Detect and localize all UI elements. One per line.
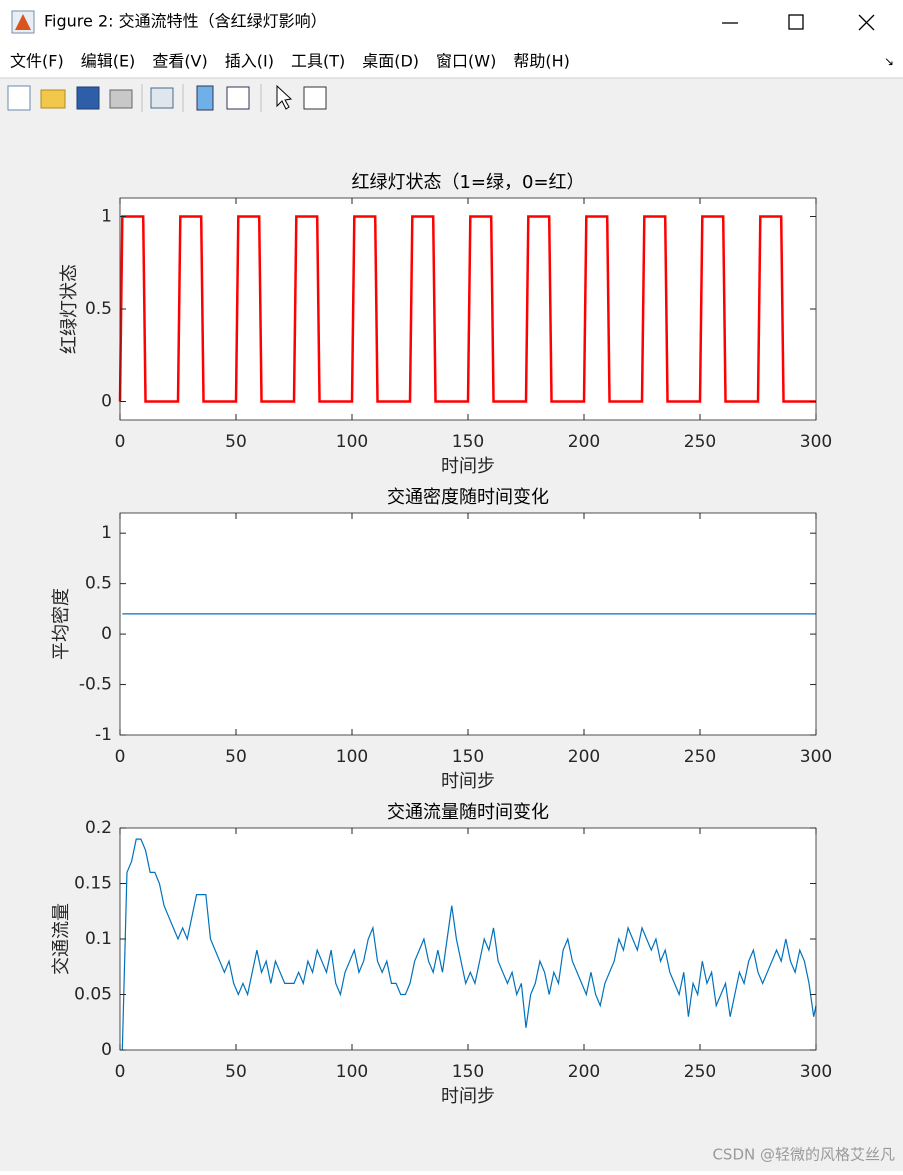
x-tick-label: 250 [684,747,716,767]
x-tick-label: 100 [336,432,368,452]
menu-item[interactable]: 桌面(D) [362,52,419,71]
x-tick-label: 50 [225,1062,247,1082]
x-tick-label: 150 [452,432,484,452]
menu-item[interactable]: 文件(F) [10,52,64,71]
x-tick-label: 300 [800,747,832,767]
x-tick-label: 100 [336,747,368,767]
chart-title: 交通密度随时间变化 [387,487,549,508]
x-tick-label: 0 [115,747,126,767]
menu-item[interactable]: 工具(T) [291,52,345,71]
maximize-button[interactable] [788,14,804,30]
legend-icon[interactable] [226,86,250,110]
colorbar-icon[interactable] [196,85,214,111]
window-title: Figure 2: 交通流特性（含红绿灯影响） [44,12,327,31]
title-bar [0,0,903,44]
axes-background [120,513,816,735]
y-tick-label: 1 [101,207,112,227]
x-tick-label: 0 [115,1062,126,1082]
app-icon [11,10,35,34]
chart-title: 红绿灯状态（1=绿，0=红） [351,172,584,193]
y-axis-label: 平均密度 [51,588,72,660]
y-tick-label: -1 [95,725,112,745]
close-button[interactable] [858,14,875,31]
y-tick-label: 0.5 [85,574,112,594]
save-icon[interactable] [76,86,100,110]
axes-background [120,828,816,1050]
x-tick-label: 50 [225,432,247,452]
menu-overflow[interactable]: ↘ [884,55,894,69]
x-tick-label: 200 [568,1062,600,1082]
y-tick-label: 0.05 [74,985,112,1005]
y-tick-label: 0.5 [85,299,112,319]
y-tick-label: 0 [101,624,112,644]
x-tick-label: 200 [568,747,600,767]
x-tick-label: 100 [336,1062,368,1082]
menu-item[interactable]: 窗口(W) [436,52,496,71]
x-axis-label: 时间步 [441,1086,495,1107]
x-tick-label: 250 [684,1062,716,1082]
y-axis-label: 红绿灯状态 [59,264,80,354]
menu-bar [0,44,903,78]
x-tick-label: 250 [684,432,716,452]
y-tick-label: 0.1 [85,929,112,949]
x-tick-label: 50 [225,747,247,767]
y-axis-label: 交通流量 [51,903,72,975]
watermark: CSDN @轻微的风格艾丝凡 [712,1146,895,1164]
data-line [118,215,816,403]
new-icon[interactable] [7,85,31,111]
toolbar [7,84,327,112]
x-tick-label: 150 [452,747,484,767]
menu-item[interactable]: 帮助(H) [513,52,570,71]
property-icon[interactable] [303,86,327,110]
x-tick-label: 300 [800,1062,832,1082]
x-tick-label: 300 [800,432,832,452]
menu-item[interactable]: 插入(I) [225,52,274,71]
x-axis-label: 时间步 [441,456,495,477]
y-tick-label: 0 [101,1040,112,1060]
data-line [121,838,817,1051]
y-tick-label: -0.5 [79,675,112,695]
x-tick-label: 150 [452,1062,484,1082]
y-tick-label: 1 [101,523,112,543]
x-tick-label: 200 [568,432,600,452]
y-tick-label: 0.2 [85,818,112,838]
pointer-icon[interactable] [276,84,293,110]
x-axis-label: 时间步 [441,771,495,792]
x-tick-label: 0 [115,432,126,452]
y-tick-label: 0.15 [74,874,112,894]
chart-title: 交通流量随时间变化 [387,802,549,823]
print-icon[interactable] [109,89,133,109]
menu-item[interactable]: 编辑(E) [81,52,136,71]
open-icon[interactable] [40,89,66,109]
y-tick-label: 0 [101,392,112,412]
link-icon[interactable] [150,87,174,109]
menu-item[interactable]: 查看(V) [152,52,207,71]
